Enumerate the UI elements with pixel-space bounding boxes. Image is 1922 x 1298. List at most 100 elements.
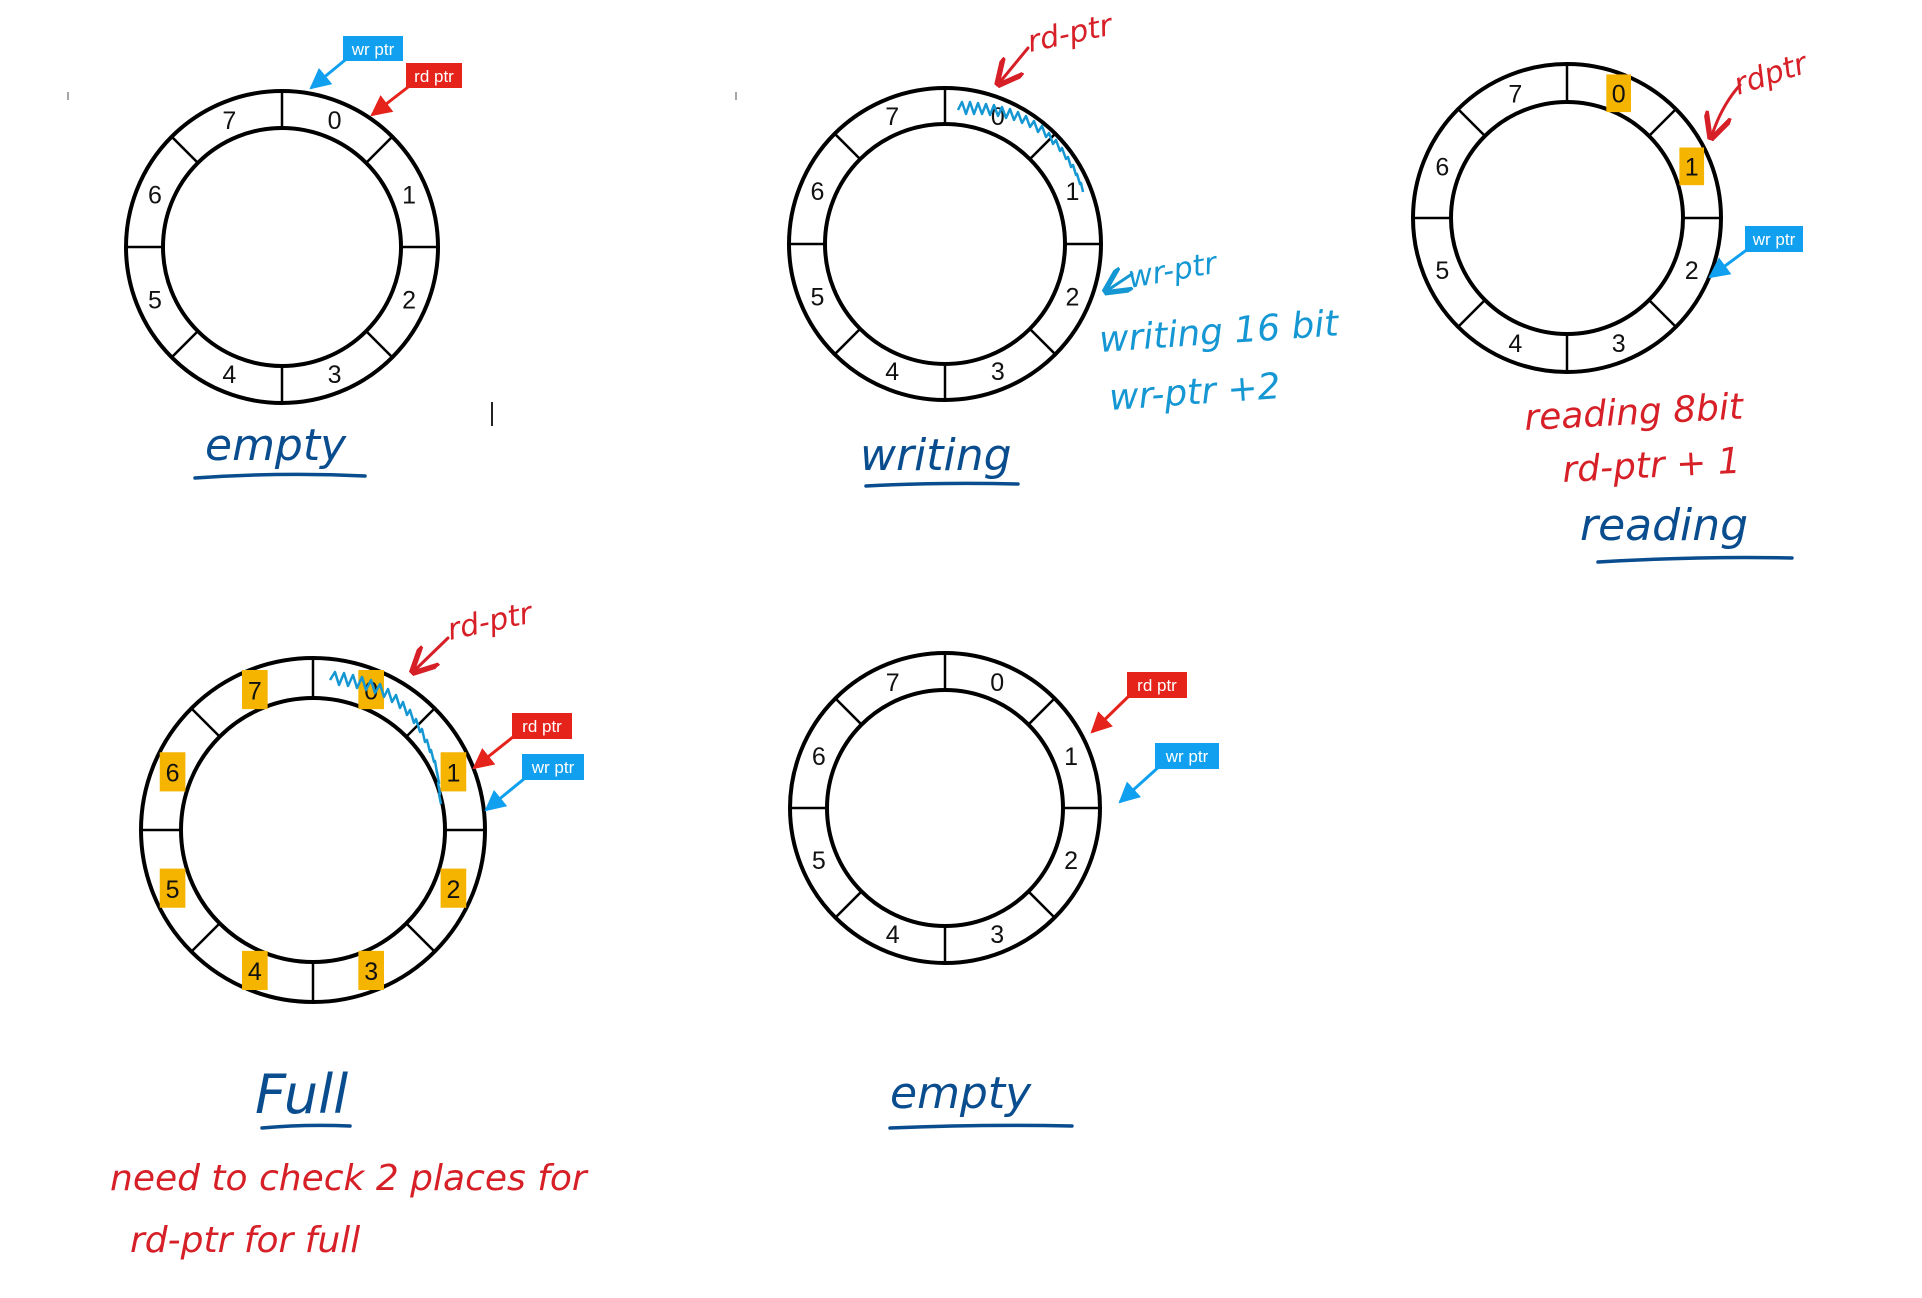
ring-inner-circle: [161, 126, 403, 368]
segment-label: 1: [1066, 178, 1080, 206]
svg-text:wr ptr: wr ptr: [351, 40, 395, 59]
rd-ptr-hand-arrow: [1712, 83, 1742, 135]
segment-label: 2: [1066, 283, 1080, 311]
segment-label: 3: [991, 358, 1005, 386]
segment-label: 3: [364, 958, 378, 986]
segment-label: 2: [1685, 257, 1699, 285]
segment-label: 6: [166, 760, 180, 788]
segment-label: 0: [328, 107, 342, 135]
segment-label: 4: [885, 358, 899, 386]
rd-ptr-tag: rd ptr: [512, 713, 572, 739]
title-underline: [260, 1123, 352, 1130]
segment-label: 2: [402, 287, 416, 315]
segment-label: 0: [1612, 81, 1626, 109]
segment-filled-highlight: [1606, 74, 1632, 113]
segment-label: 7: [885, 103, 899, 131]
ring-inner-circle: [825, 688, 1065, 928]
written-data-scribble: [956, 100, 1085, 193]
segment-label: 5: [811, 283, 825, 311]
note-check-two-places: need to check 2 places for: [110, 1158, 589, 1199]
wr-ptr-tag: wr ptr: [1745, 226, 1803, 252]
note-wr-ptr-plus-2: wr-ptr +2: [1108, 366, 1282, 419]
svg-text:rd ptr: rd ptr: [414, 67, 454, 86]
segment-label: 1: [402, 181, 416, 209]
title-underline: [864, 481, 1020, 488]
rd-ptr-tag: rd ptr: [406, 63, 462, 88]
written-data-scribble: [328, 670, 443, 805]
svg-text:wr ptr: wr ptr: [531, 758, 575, 777]
rd-ptr-handwritten: rdptr: [1730, 46, 1813, 103]
segment-divider: [1027, 697, 1056, 726]
note-reading-8bit: reading 8bit: [1523, 386, 1746, 438]
segment-label: 3: [328, 361, 342, 389]
note-writing-16-bit: writing 16 bit: [1098, 303, 1342, 361]
diagram-empty-initial: 0 1 2 3 4 5 6 7: [124, 89, 440, 405]
segment-filled-highlight: [440, 868, 467, 908]
segment-divider: [834, 890, 863, 919]
segment-divider: [1648, 108, 1677, 137]
segment-label: 1: [1064, 743, 1078, 771]
segment-divider: [405, 707, 436, 738]
segment-label: 5: [812, 847, 826, 875]
segment-divider: [1457, 108, 1486, 137]
segment-divider: [405, 922, 436, 953]
segment-label: 2: [446, 876, 460, 904]
diagram-title-reading: reading: [1580, 500, 1748, 551]
title-underline: [193, 472, 367, 480]
segment-label: 2: [1064, 847, 1078, 875]
rd-ptr-tag: rd ptr: [1127, 672, 1187, 698]
segment-divider: [1648, 299, 1677, 328]
segment-divider: [1027, 890, 1056, 919]
segment-label: 5: [148, 287, 162, 315]
diagram-title-writing: writing: [860, 430, 1012, 481]
segment-label: 0: [990, 669, 1004, 697]
segment-divider: [190, 707, 221, 738]
segment-label: 3: [1612, 330, 1626, 358]
svg-text:wr ptr: wr ptr: [1165, 747, 1209, 766]
segment-divider: [190, 922, 221, 953]
segment-divider: [833, 132, 862, 161]
wr-ptr-hand-arrow: [1108, 274, 1134, 290]
segment-label: 7: [222, 107, 236, 135]
rd-ptr-handwritten: rd-ptr: [1024, 8, 1116, 60]
wr-ptr-tag: wr ptr: [343, 36, 403, 61]
rd-ptr-hand-arrow: [415, 636, 450, 670]
segment-label: 6: [148, 181, 162, 209]
note-rd-ptr-for-full: rd-ptr for full: [130, 1220, 360, 1261]
segment-filled-highlight: [242, 950, 268, 991]
segment-label: 7: [886, 669, 900, 697]
wr-ptr-arrow: [1708, 244, 1753, 279]
segment-divider: [1457, 299, 1486, 328]
rd-ptr-arrow: [1090, 690, 1135, 734]
ring-inner-circle: [823, 122, 1067, 366]
diagram-title-empty: empty: [205, 420, 347, 471]
ring-inner-circle: [179, 696, 447, 964]
svg-text:rd ptr: rd ptr: [522, 717, 562, 736]
segment-filled-highlight: [358, 950, 384, 991]
segment-label: 1: [1685, 154, 1699, 182]
rd-ptr-arrow: [370, 82, 413, 117]
segment-label: 4: [886, 921, 900, 949]
segment-label: 5: [166, 876, 180, 904]
segment-label: 4: [222, 361, 236, 389]
segment-label: 3: [990, 921, 1004, 949]
note-rd-ptr-plus-1: rd-ptr + 1: [1561, 441, 1741, 491]
title-underline: [888, 1123, 1074, 1130]
segment-divider: [170, 330, 199, 359]
diagram-reading: 0 1 2 3 4 5 6 7: [1411, 62, 1723, 374]
segment-divider: [170, 135, 199, 164]
rd-ptr-hand-arrow: [1000, 46, 1030, 82]
segment-filled-highlight: [440, 752, 467, 792]
wr-ptr-arrow: [1118, 762, 1164, 804]
wr-ptr-tag: wr ptr: [1155, 743, 1219, 769]
segment-divider: [365, 330, 394, 359]
svg-text:rd ptr: rd ptr: [1137, 676, 1177, 695]
rd-ptr-arrow: [472, 731, 519, 770]
segment-label: 6: [812, 743, 826, 771]
segment-divider: [365, 135, 394, 164]
segment-label: 7: [1508, 81, 1522, 109]
segment-divider: [1028, 327, 1057, 356]
svg-text:wr ptr: wr ptr: [1752, 230, 1796, 249]
segment-label: 4: [248, 958, 262, 986]
